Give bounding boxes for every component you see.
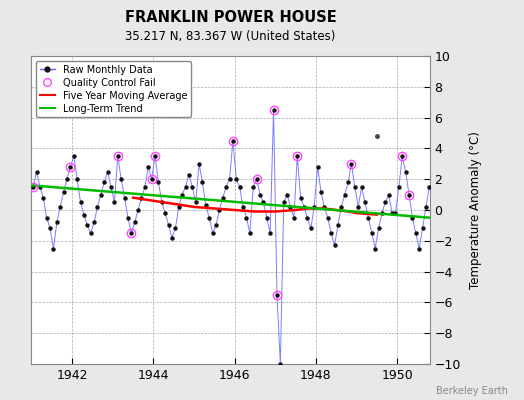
Y-axis label: Temperature Anomaly (°C): Temperature Anomaly (°C) [470, 131, 482, 289]
Text: FRANKLIN POWER HOUSE: FRANKLIN POWER HOUSE [125, 10, 336, 25]
Text: 35.217 N, 83.367 W (United States): 35.217 N, 83.367 W (United States) [125, 30, 336, 43]
Legend: Raw Monthly Data, Quality Control Fail, Five Year Moving Average, Long-Term Tren: Raw Monthly Data, Quality Control Fail, … [36, 61, 191, 117]
Text: Berkeley Earth: Berkeley Earth [436, 386, 508, 396]
